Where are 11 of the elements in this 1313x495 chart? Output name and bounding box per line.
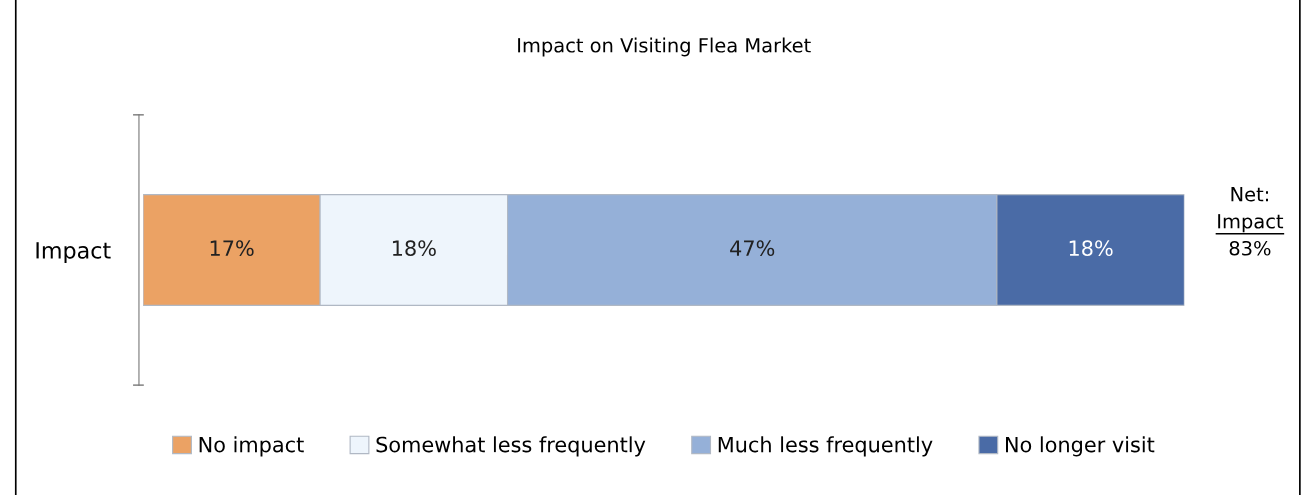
data-label: 18% [392,240,436,257]
legend-label: Much less frequently [718,436,933,457]
data-label: 17% [210,240,254,257]
text: Net: Impact 83% [1218,187,1284,256]
legend-label: No longer visit [1006,436,1155,457]
data-label: 18% [1069,240,1113,257]
legend-label: Somewhat less frequently [376,436,646,457]
chart-title: Impact on Visiting Flea Market [518,37,811,57]
y-tick-label: Impact [36,242,111,264]
legend-label: No impact [199,436,304,457]
data-label: 47% [730,240,775,257]
